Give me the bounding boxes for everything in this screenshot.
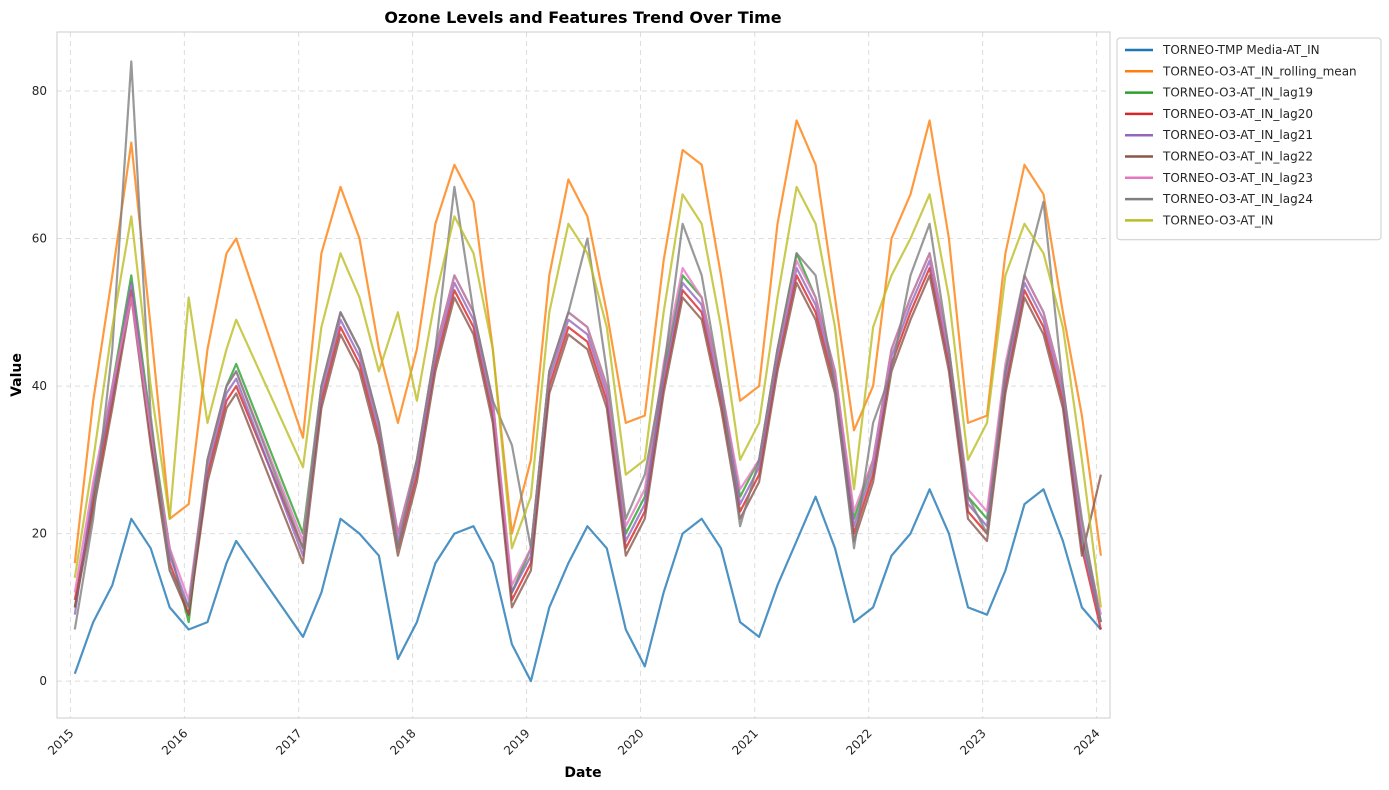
y-tick-label: 0 [39, 674, 47, 688]
series-line [73, 185, 1102, 608]
legend-label: TORNEO-O3-AT_IN_rolling_mean [1162, 64, 1357, 78]
series-line [73, 60, 1102, 630]
y-axis-label: Value [9, 353, 25, 397]
legend-label: TORNEO-O3-AT_IN_lag22 [1162, 150, 1313, 164]
x-axis-label: Date [564, 765, 601, 781]
legend: TORNEO-TMP Media-AT_IN TORNEO-O3-AT_IN_ro… [1116, 37, 1382, 241]
series-line [73, 274, 1102, 616]
legend-label: TORNEO-O3-AT_IN_lag21 [1162, 128, 1313, 142]
legend-label: TORNEO-O3-AT_IN_lag24 [1162, 192, 1313, 206]
chart-title: Ozone Levels and Features Trend Over Tim… [384, 8, 781, 27]
legend-label: TORNEO-O3-AT_IN [1162, 213, 1273, 227]
y-tick-label: 20 [32, 527, 47, 541]
series-line [73, 488, 1102, 683]
y-tick-label: 80 [32, 84, 47, 98]
legend-label: TORNEO-TMP Media-AT_IN [1162, 43, 1320, 57]
y-tick-label: 40 [32, 379, 47, 393]
series-line [73, 119, 1102, 564]
legend-label: TORNEO-O3-AT_IN_lag23 [1162, 171, 1313, 185]
y-tick-label: 60 [32, 232, 47, 246]
legend-label: TORNEO-O3-AT_IN_lag19 [1162, 86, 1313, 100]
legend-box [1116, 37, 1382, 241]
plot-frame [56, 31, 1111, 719]
legend-label: TORNEO-O3-AT_IN_lag20 [1162, 107, 1313, 121]
